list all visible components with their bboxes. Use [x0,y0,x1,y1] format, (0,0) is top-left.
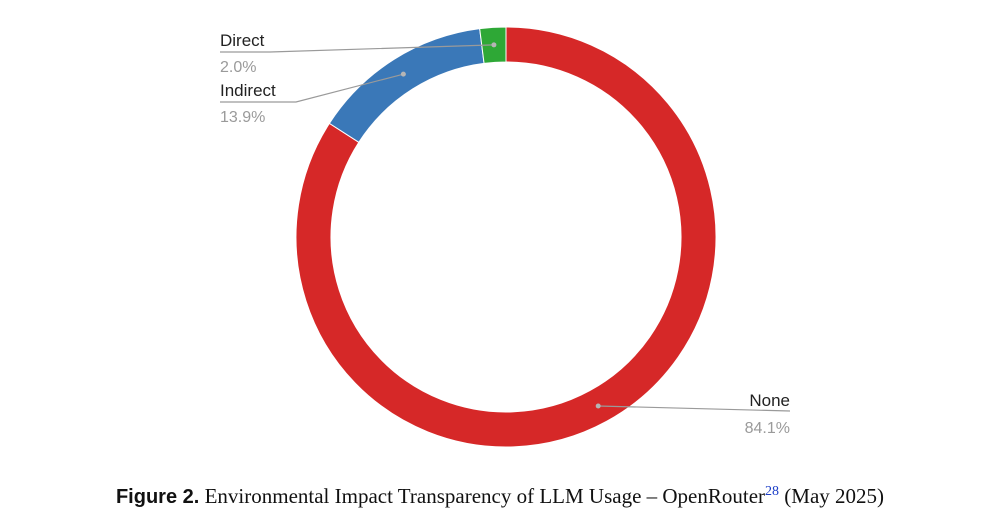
label-none-name: None [749,391,790,410]
leader-lines [220,42,791,412]
label-direct-name: Direct [220,31,265,50]
figure-label: Figure 2. [115,486,200,508]
label-indirect-name: Indirect [220,81,276,100]
caption-text: Environmental Impact Transparency of LLM… [204,484,766,508]
figure-caption: Figure 2. Environmental Impact Transpare… [0,484,1000,509]
label-none-value: 84.1% [745,420,790,437]
leader-line-none [598,405,791,412]
leader-line-indirect [220,73,404,103]
caption-suffix: (May 2025) [784,484,885,508]
donut-slices [295,26,717,448]
label-direct-value: 2.0% [220,59,256,76]
leader-dot-none [595,403,601,409]
slice-none [295,26,717,448]
leader-dot-direct [491,42,497,48]
leader-line-direct [220,44,494,53]
footnote-ref[interactable]: 28 [765,484,780,499]
label-indirect-value: 13.9% [220,109,265,126]
donut-chart: Direct 2.0% Indirect 13.9% None 84.1% [220,26,791,448]
leader-dot-indirect [400,71,406,77]
